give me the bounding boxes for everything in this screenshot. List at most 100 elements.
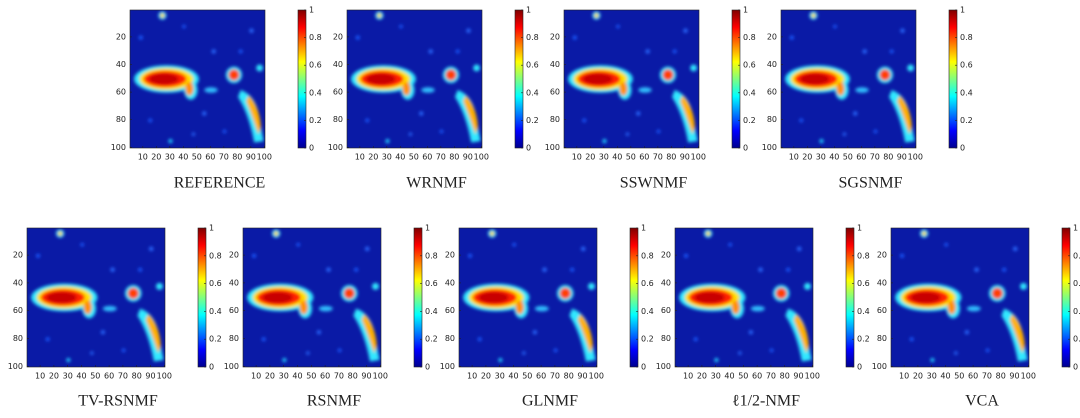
x-tick-label: 50 xyxy=(90,372,100,381)
x-tick-label: 100 xyxy=(474,153,489,162)
x-tick-label: 20 xyxy=(368,153,378,162)
y-tick-label: 100 xyxy=(656,362,671,371)
colorbar-tick-label: 0 xyxy=(743,144,748,153)
x-tick-label: 10 xyxy=(899,372,909,381)
x-tick-label: 50 xyxy=(954,372,964,381)
y-tick-label: 80 xyxy=(229,334,239,343)
colorbar-tick-label: 0.4 xyxy=(1073,307,1080,316)
x-tick-label: 20 xyxy=(913,372,923,381)
axes-frame xyxy=(458,227,598,368)
x-tick-label: 80 xyxy=(132,372,142,381)
colorbar-tick-label: 0 xyxy=(1073,363,1078,372)
axes-frame xyxy=(26,227,166,368)
colorbar-tick-label: 1 xyxy=(209,224,214,233)
colorbar-tick-label: 0.4 xyxy=(960,88,973,97)
colorbar-tick-label: 0 xyxy=(209,363,214,372)
colorbar-tick-label: 0.2 xyxy=(209,335,222,344)
x-tick-label: 40 xyxy=(395,153,405,162)
heatmap-image xyxy=(347,10,482,148)
x-tick-label: 60 xyxy=(320,372,330,381)
x-tick-label: 80 xyxy=(883,153,893,162)
y-tick-label: 60 xyxy=(877,306,887,315)
colorbar-tick-label: 0.4 xyxy=(309,88,322,97)
colorbar-tick-label: 0.6 xyxy=(425,279,438,288)
colorbar-tick-label: 0.8 xyxy=(425,251,438,260)
colorbar-tick-label: 0.2 xyxy=(309,116,322,125)
panel-title: REFERENCE xyxy=(174,175,266,192)
x-tick-label: 30 xyxy=(599,153,609,162)
x-tick-label: 70 xyxy=(334,372,344,381)
x-tick-label: 60 xyxy=(968,372,978,381)
x-tick-label: 70 xyxy=(436,153,446,162)
x-tick-label: 40 xyxy=(724,372,734,381)
colorbar-tick-label: 0.2 xyxy=(857,335,870,344)
colorbar xyxy=(948,9,958,149)
x-tick-label: 30 xyxy=(382,153,392,162)
y-tick-label: 60 xyxy=(767,88,777,97)
colorbar-tick-label: 0.4 xyxy=(743,88,756,97)
colorbar-tick-label: 0.8 xyxy=(309,33,322,42)
x-tick-label: 20 xyxy=(265,372,275,381)
x-tick-label: 60 xyxy=(752,372,762,381)
x-tick-label: 90 xyxy=(577,372,587,381)
colorbar xyxy=(197,227,207,368)
y-tick-label: 100 xyxy=(872,362,887,371)
x-tick-label: 60 xyxy=(104,372,114,381)
x-tick-label: 40 xyxy=(292,372,302,381)
axes-frame xyxy=(674,227,814,368)
y-tick-label: 100 xyxy=(545,143,560,152)
x-tick-label: 100 xyxy=(589,372,604,381)
y-tick-label: 80 xyxy=(445,334,455,343)
x-tick-label: 10 xyxy=(789,153,799,162)
y-tick-label: 80 xyxy=(661,334,671,343)
colorbar-tick-label: 0.6 xyxy=(209,279,222,288)
y-tick-label: 20 xyxy=(661,251,671,260)
panel-title: RSNMF xyxy=(307,393,361,410)
x-tick-label: 80 xyxy=(348,372,358,381)
y-tick-label: 80 xyxy=(333,115,343,124)
colorbar-tick-label: 1 xyxy=(425,224,430,233)
panel-title: SSWNMF xyxy=(620,175,688,192)
colorbar-tick-label: 0.4 xyxy=(526,88,539,97)
x-tick-label: 20 xyxy=(697,372,707,381)
panel-title: WRNMF xyxy=(406,175,467,192)
x-tick-label: 90 xyxy=(463,153,473,162)
x-tick-label: 40 xyxy=(178,153,188,162)
x-tick-label: 10 xyxy=(467,372,477,381)
colorbar-tick-label: 0.6 xyxy=(960,61,973,70)
x-tick-label: 80 xyxy=(996,372,1006,381)
x-tick-label: 50 xyxy=(626,153,636,162)
x-tick-label: 40 xyxy=(612,153,622,162)
x-tick-label: 100 xyxy=(908,153,923,162)
x-tick-label: 20 xyxy=(481,372,491,381)
colorbar-tick-label: 0.2 xyxy=(526,116,539,125)
x-tick-label: 30 xyxy=(63,372,73,381)
x-tick-label: 70 xyxy=(550,372,560,381)
colorbar-tick-label: 1 xyxy=(641,224,646,233)
y-tick-label: 80 xyxy=(877,334,887,343)
heatmap-image xyxy=(781,10,916,148)
x-tick-label: 50 xyxy=(843,153,853,162)
y-tick-label: 100 xyxy=(224,362,239,371)
y-tick-label: 60 xyxy=(550,88,560,97)
y-tick-label: 80 xyxy=(13,334,23,343)
y-tick-label: 60 xyxy=(661,306,671,315)
y-tick-label: 60 xyxy=(333,88,343,97)
axes-frame xyxy=(242,227,382,368)
y-tick-label: 60 xyxy=(13,306,23,315)
x-tick-label: 100 xyxy=(691,153,706,162)
y-tick-label: 20 xyxy=(229,251,239,260)
colorbar-tick-label: 1 xyxy=(960,6,965,15)
colorbar-tick-label: 0.8 xyxy=(1073,251,1080,260)
y-tick-label: 20 xyxy=(767,32,777,41)
x-tick-label: 80 xyxy=(232,153,242,162)
x-tick-label: 10 xyxy=(251,372,261,381)
y-tick-label: 40 xyxy=(661,278,671,287)
colorbar xyxy=(413,227,423,368)
